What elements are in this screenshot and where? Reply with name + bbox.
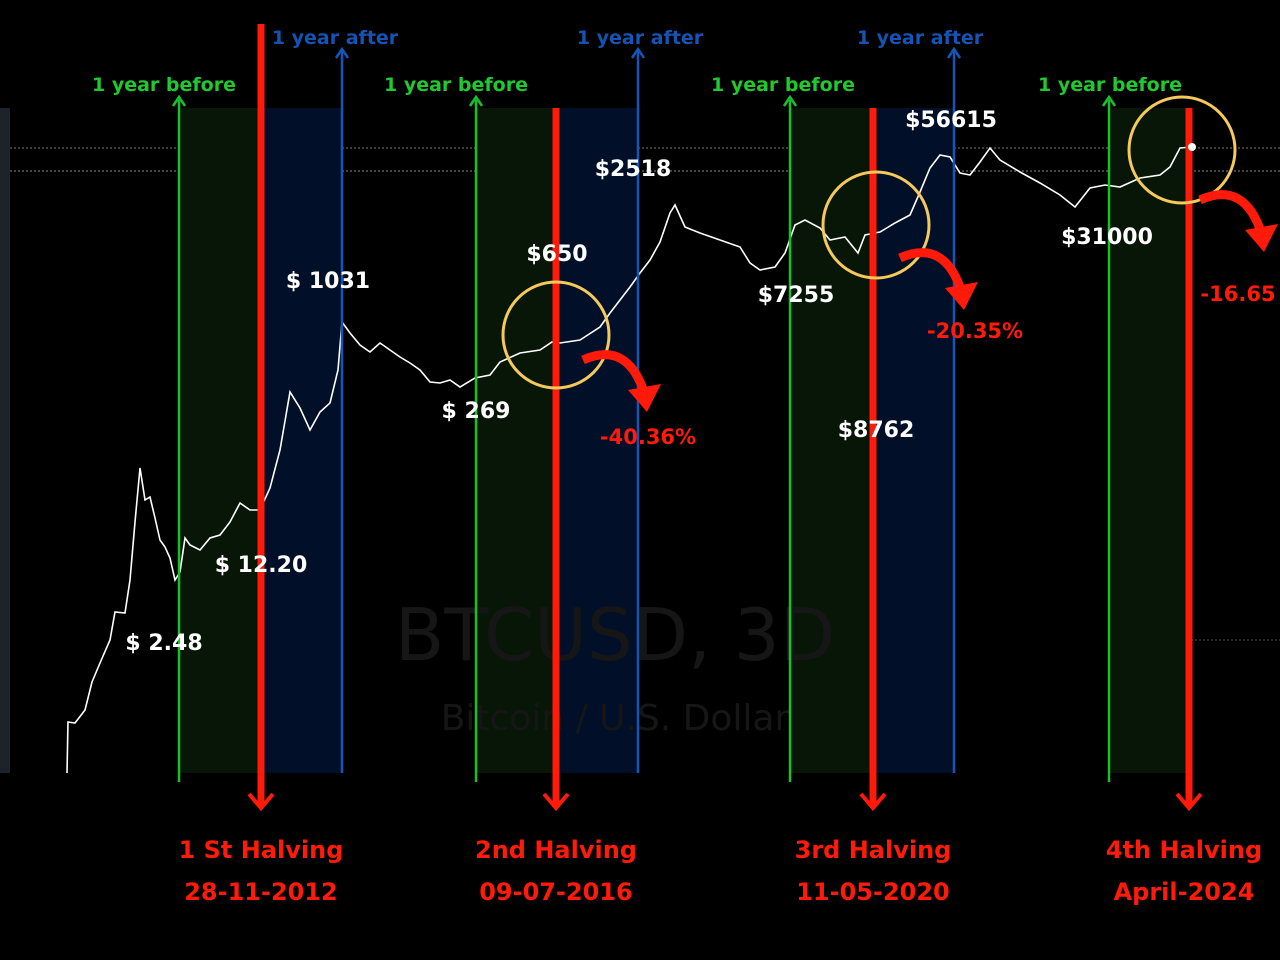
arrow-up-icon xyxy=(630,46,646,59)
price-scale-edge xyxy=(0,108,10,773)
halving-date: 28-11-2012 xyxy=(184,878,338,906)
halving-name: 2nd Halving xyxy=(475,836,637,864)
before-zone xyxy=(1109,108,1189,773)
halving-name: 4th Halving xyxy=(1106,836,1262,864)
after-label: 1 year after xyxy=(272,27,399,49)
price-label: $ 1031 xyxy=(286,269,370,294)
before-label: 1 year before xyxy=(384,74,528,96)
after-zone xyxy=(873,108,954,773)
price-label: $7255 xyxy=(758,283,835,308)
arrow-head-icon xyxy=(945,282,978,310)
halving-name: 3rd Halving xyxy=(795,836,952,864)
price-label: $2518 xyxy=(595,157,672,182)
arrow-down-icon xyxy=(1175,792,1203,812)
highlight-circle xyxy=(501,280,611,390)
watermark-symbol: BTCUSD, 3D xyxy=(395,593,835,677)
price-line xyxy=(66,146,1193,774)
price-label: $8762 xyxy=(838,418,915,443)
price-label: $ 12.20 xyxy=(215,553,308,578)
after-label: 1 year after xyxy=(577,27,704,49)
highlight-circle xyxy=(1127,95,1237,205)
price-label: $31000 xyxy=(1061,225,1153,250)
arrow-up-icon xyxy=(468,94,484,107)
arrow-up-icon xyxy=(946,46,962,59)
arrow-head-icon xyxy=(1245,224,1278,252)
before-label: 1 year before xyxy=(92,74,236,96)
halving-date: April-2024 xyxy=(1114,878,1255,906)
before-zone xyxy=(179,108,261,773)
drop-percentage: -40.36% xyxy=(600,425,696,449)
highlight-circle xyxy=(821,170,931,280)
drop-percentage: -16.65 xyxy=(1200,282,1275,306)
price-label: $56615 xyxy=(905,108,997,133)
drop-percentage: -20.35% xyxy=(927,319,1023,343)
watermark-name: Bitcoin / U.S. Dollar xyxy=(441,698,790,739)
before-zone xyxy=(476,108,556,773)
halving-name: 1 St Halving xyxy=(179,836,344,864)
curved-arrow-icon xyxy=(1198,190,1267,237)
arrow-up-icon xyxy=(171,94,187,107)
after-zone xyxy=(556,108,638,773)
curved-arrow-icon xyxy=(898,248,967,295)
price-label: $ 269 xyxy=(442,399,511,424)
arrow-up-icon xyxy=(334,46,350,59)
arrow-down-icon xyxy=(859,792,887,812)
arrow-head-icon xyxy=(628,384,661,412)
arrow-down-icon xyxy=(247,792,275,812)
after-zone xyxy=(261,108,342,773)
price-label: $ 2.48 xyxy=(125,631,202,656)
halving-date: 11-05-2020 xyxy=(796,878,950,906)
arrow-up-icon xyxy=(782,94,798,107)
before-zone xyxy=(790,108,873,773)
arrow-down-icon xyxy=(542,792,570,812)
halving-date: 09-07-2016 xyxy=(479,878,633,906)
after-label: 1 year after xyxy=(857,27,984,49)
before-label: 1 year before xyxy=(711,74,855,96)
price-label: $650 xyxy=(526,242,587,267)
last-price-dot xyxy=(1188,143,1196,151)
before-label: 1 year before xyxy=(1038,74,1182,96)
curved-arrow-icon xyxy=(581,350,650,397)
arrow-up-icon xyxy=(1101,94,1117,107)
